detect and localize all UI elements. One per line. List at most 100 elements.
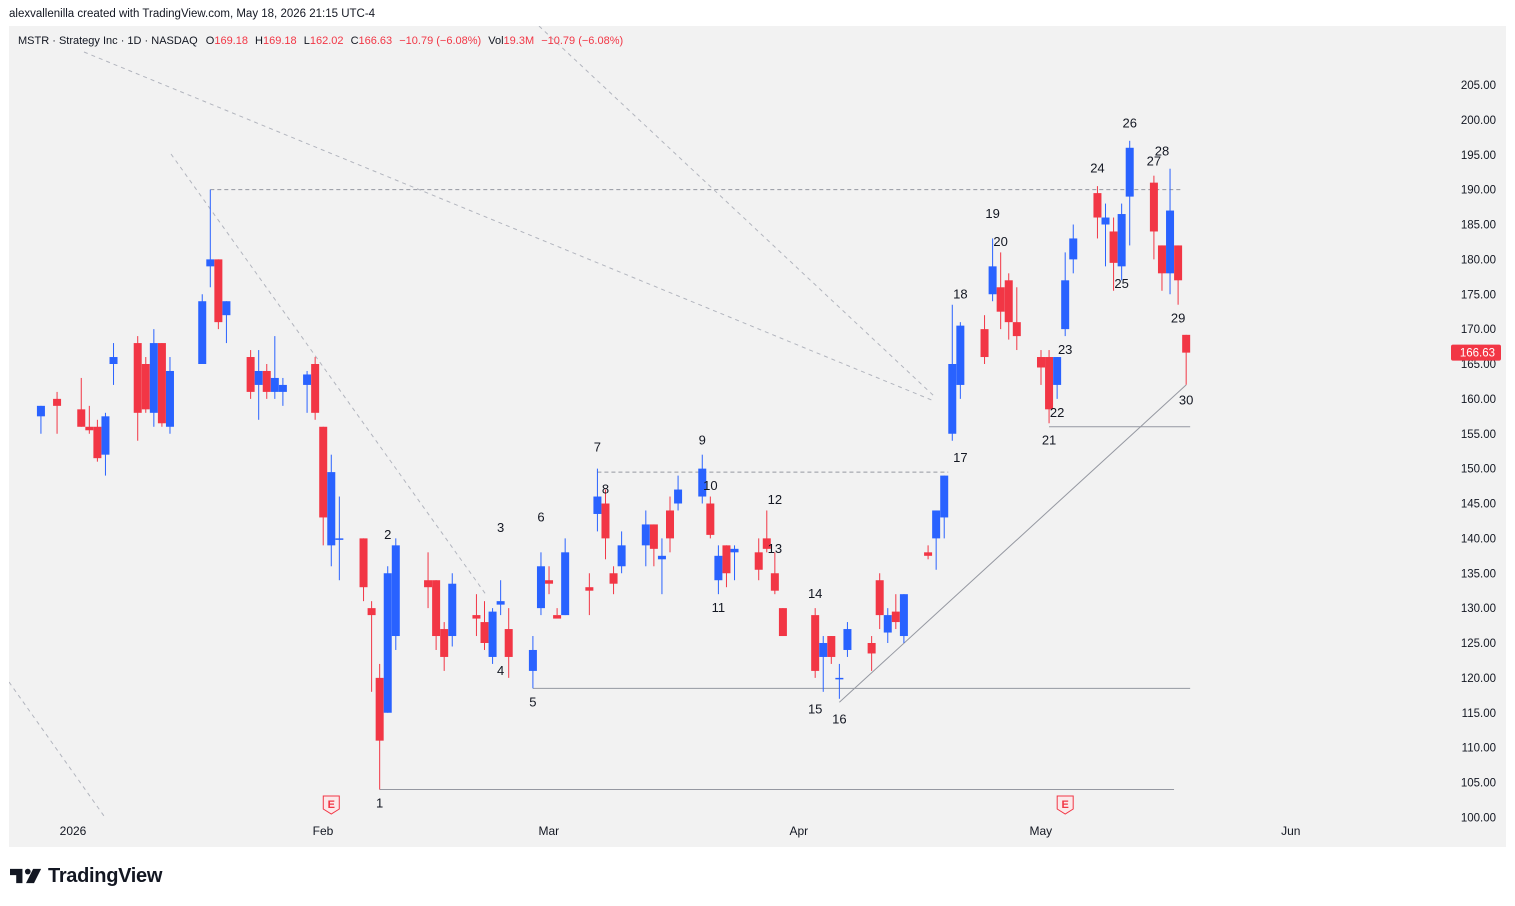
y-axis-tick-label: 110.00 xyxy=(1462,743,1496,755)
candle-body xyxy=(819,643,828,657)
candle-body xyxy=(448,583,457,637)
wave-label: 16 xyxy=(832,712,846,727)
candle-body xyxy=(254,370,263,385)
wave-label: 12 xyxy=(768,492,782,507)
y-axis-tick-label: 105.00 xyxy=(1461,778,1496,790)
legend-symbol: MSTR · Strategy Inc · 1D · NASDAQ xyxy=(18,35,198,47)
candle-body xyxy=(1166,210,1175,274)
wave-label: 27 xyxy=(1147,154,1161,169)
legend-vol-change: −10.79 (−6.08%) xyxy=(541,35,624,47)
candle-body xyxy=(270,377,279,392)
candle-body xyxy=(424,580,433,588)
candle-body xyxy=(528,649,537,671)
legend-open-label: O xyxy=(205,35,215,47)
candle-body xyxy=(875,580,884,616)
candle-body xyxy=(940,475,949,518)
candle-body xyxy=(714,555,723,581)
last-price-tag xyxy=(1451,344,1501,361)
candle-body xyxy=(1157,245,1166,274)
wave-label: 6 xyxy=(537,509,544,524)
candle-body xyxy=(383,573,392,713)
candle-body xyxy=(1053,357,1062,385)
candle-body xyxy=(1061,280,1070,330)
x-axis-tick-label: Apr xyxy=(790,824,809,838)
candle-body xyxy=(883,615,892,633)
wave-label: 5 xyxy=(529,694,536,709)
wave-label: 4 xyxy=(497,663,504,678)
candle-body xyxy=(165,370,174,427)
symbol-legend: MSTR · Strategy Inc · 1D · NASDAQ O 169.1… xyxy=(18,35,627,47)
candle-body xyxy=(53,398,62,406)
candle-body xyxy=(472,615,481,619)
candle-body xyxy=(1045,357,1054,410)
candle-body xyxy=(666,510,675,539)
candle-body xyxy=(77,409,86,427)
candle-body xyxy=(641,524,650,546)
candle-body xyxy=(698,468,707,497)
y-axis-tick-label: 120.00 xyxy=(1461,673,1496,685)
candle-body xyxy=(141,364,150,410)
candle-body xyxy=(754,552,763,570)
candle-body xyxy=(601,503,610,539)
wave-label: 21 xyxy=(1042,433,1056,448)
candle-body xyxy=(440,629,449,657)
wave-label: 22 xyxy=(1050,405,1064,420)
legend-low: 162.02 xyxy=(309,35,344,47)
candle-body xyxy=(101,416,110,455)
tradingview-brand[interactable]: TradingView xyxy=(48,864,163,887)
candle-body xyxy=(1036,357,1045,368)
candle-body xyxy=(932,510,941,539)
wave-label: 8 xyxy=(602,482,609,497)
candle-body xyxy=(770,573,779,591)
candle-body xyxy=(1125,147,1134,197)
wave-label: 30 xyxy=(1179,392,1193,407)
candle-body xyxy=(835,677,844,680)
candle-body xyxy=(93,426,102,459)
legend-change: −10.79 (−6.08%) xyxy=(399,35,482,47)
candle-body xyxy=(149,343,158,413)
price-chart[interactable]: 12 34567891011121314151617181920212223242… xyxy=(9,26,1506,847)
wave-label: 1 xyxy=(376,795,383,810)
legend-vol: 19.3M xyxy=(503,35,535,47)
legend-high: 169.18 xyxy=(263,35,297,47)
wave-label: 17 xyxy=(953,450,967,465)
candle-body xyxy=(843,629,852,650)
candle-body xyxy=(36,405,45,417)
candle-body xyxy=(157,343,166,424)
wave-label: 3 xyxy=(497,520,504,535)
candle-body xyxy=(496,601,505,605)
earnings-label: E xyxy=(328,799,335,811)
wave-label: 15 xyxy=(808,701,822,716)
candle-body xyxy=(988,266,997,295)
candle-body xyxy=(246,357,255,392)
y-axis-tick-label: 125.00 xyxy=(1461,638,1496,650)
candle-body xyxy=(956,325,965,385)
chart-area[interactable]: 1 2 3 4 5 6 7 8 9 10 11 12 13 14 15 16 17 18 19 20 21 22 23 24 2… xyxy=(9,26,1506,847)
candle-body xyxy=(1182,334,1191,353)
candle-body xyxy=(657,555,666,560)
candle-body xyxy=(222,301,231,316)
y-axis-tick-label: 135.00 xyxy=(1461,568,1496,580)
candle-body xyxy=(504,629,513,657)
candle-body xyxy=(730,548,739,553)
wave-label: 10 xyxy=(703,478,717,493)
candle-body xyxy=(198,301,207,364)
x-axis-tick-label: Jun xyxy=(1281,824,1300,838)
legend-close-label: C xyxy=(350,35,359,47)
candle-body xyxy=(593,496,602,514)
x-axis-tick-label: May xyxy=(1029,824,1052,838)
candle-body xyxy=(1069,238,1078,260)
candle-body xyxy=(85,426,94,431)
y-axis-tick-label: 130.00 xyxy=(1461,603,1496,615)
y-axis-tick-label: 190.00 xyxy=(1461,185,1496,197)
footer: TradingView xyxy=(10,862,162,890)
candle-body xyxy=(649,524,658,549)
candle-body xyxy=(1101,217,1110,225)
candle-body xyxy=(585,587,594,591)
y-axis-tick-label: 150.00 xyxy=(1461,464,1496,476)
y-axis-tick-label: 185.00 xyxy=(1461,220,1496,232)
trend-line-dashed xyxy=(538,26,935,397)
y-axis-tick-label: 195.00 xyxy=(1461,150,1496,162)
candle-body xyxy=(811,615,820,671)
candle-body xyxy=(480,622,489,643)
